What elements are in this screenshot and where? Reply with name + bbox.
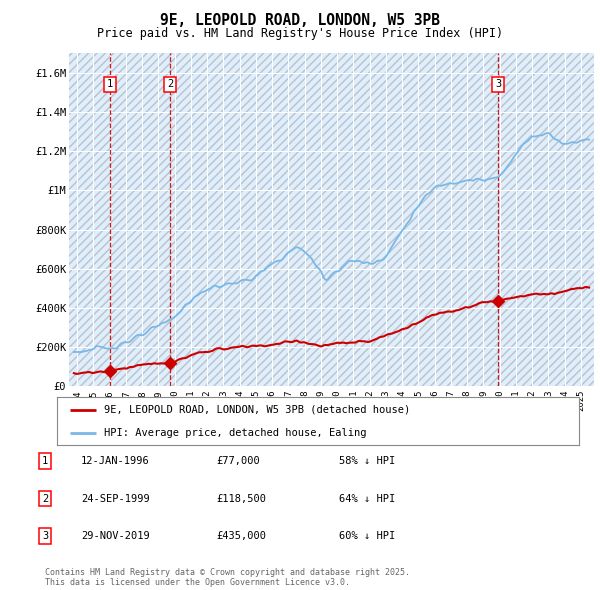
Text: £77,000: £77,000 bbox=[216, 457, 260, 466]
Text: 2: 2 bbox=[167, 80, 173, 90]
Text: 9E, LEOPOLD ROAD, LONDON, W5 3PB: 9E, LEOPOLD ROAD, LONDON, W5 3PB bbox=[160, 13, 440, 28]
Text: 3: 3 bbox=[42, 531, 48, 540]
Text: HPI: Average price, detached house, Ealing: HPI: Average price, detached house, Eali… bbox=[104, 428, 367, 438]
Text: 64% ↓ HPI: 64% ↓ HPI bbox=[339, 494, 395, 503]
Text: 12-JAN-1996: 12-JAN-1996 bbox=[81, 457, 150, 466]
Text: 24-SEP-1999: 24-SEP-1999 bbox=[81, 494, 150, 503]
Text: 1: 1 bbox=[42, 457, 48, 466]
Text: 2: 2 bbox=[42, 494, 48, 503]
Text: 9E, LEOPOLD ROAD, LONDON, W5 3PB (detached house): 9E, LEOPOLD ROAD, LONDON, W5 3PB (detach… bbox=[104, 405, 410, 415]
Text: £118,500: £118,500 bbox=[216, 494, 266, 503]
Text: 1: 1 bbox=[107, 80, 113, 90]
Text: 58% ↓ HPI: 58% ↓ HPI bbox=[339, 457, 395, 466]
Text: Contains HM Land Registry data © Crown copyright and database right 2025.
This d: Contains HM Land Registry data © Crown c… bbox=[45, 568, 410, 587]
Text: 3: 3 bbox=[495, 80, 502, 90]
Text: 29-NOV-2019: 29-NOV-2019 bbox=[81, 531, 150, 540]
Text: Price paid vs. HM Land Registry's House Price Index (HPI): Price paid vs. HM Land Registry's House … bbox=[97, 27, 503, 40]
Text: £435,000: £435,000 bbox=[216, 531, 266, 540]
Text: 60% ↓ HPI: 60% ↓ HPI bbox=[339, 531, 395, 540]
